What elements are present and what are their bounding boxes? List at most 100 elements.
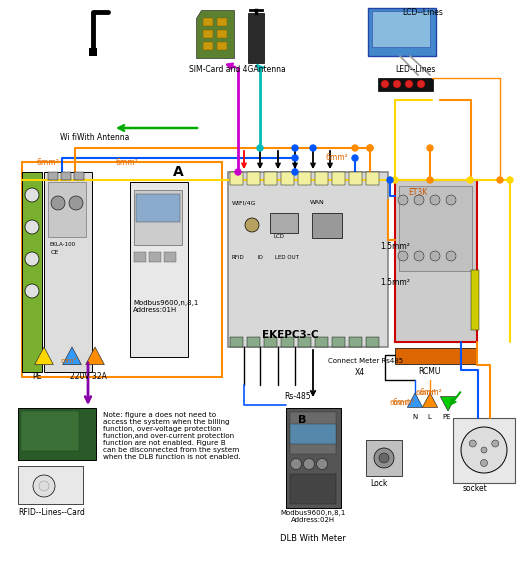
Bar — [230, 172, 243, 185]
Circle shape — [235, 169, 241, 175]
Circle shape — [292, 155, 298, 161]
Circle shape — [414, 195, 424, 205]
Text: 6mm²: 6mm² — [36, 158, 59, 167]
Circle shape — [303, 458, 314, 470]
Text: PE: PE — [32, 372, 42, 381]
Bar — [217, 42, 227, 50]
Circle shape — [33, 475, 55, 497]
Circle shape — [51, 196, 65, 210]
Circle shape — [25, 252, 39, 266]
Circle shape — [492, 440, 499, 447]
Circle shape — [461, 427, 507, 473]
Polygon shape — [86, 347, 104, 365]
Circle shape — [446, 251, 456, 261]
Bar — [471, 270, 479, 330]
Bar — [281, 337, 294, 347]
Bar — [248, 13, 264, 63]
Text: PE: PE — [442, 414, 450, 420]
Text: 6mm²: 6mm² — [326, 153, 349, 162]
Bar — [61, 172, 71, 180]
Polygon shape — [422, 393, 437, 407]
Bar — [134, 190, 182, 245]
Bar — [247, 337, 260, 347]
Bar — [228, 172, 388, 347]
Circle shape — [414, 251, 424, 261]
Bar — [372, 11, 430, 47]
Text: Modbus9600,n,8,1
Address:02H: Modbus9600,n,8,1 Address:02H — [280, 510, 346, 523]
Bar — [48, 172, 58, 180]
Bar — [44, 172, 92, 372]
Text: B: B — [298, 415, 306, 425]
Text: 1.5mm²: 1.5mm² — [380, 278, 410, 287]
Text: EKLA-100: EKLA-100 — [49, 242, 75, 247]
Text: IO: IO — [258, 255, 264, 260]
Circle shape — [292, 145, 298, 151]
Bar — [136, 194, 180, 222]
Text: socket: socket — [463, 484, 488, 493]
Circle shape — [352, 155, 358, 161]
Text: Connect Meter Rs485: Connect Meter Rs485 — [328, 358, 403, 364]
Bar — [203, 18, 213, 26]
Bar — [149, 252, 161, 262]
Text: WIFI/4G: WIFI/4G — [232, 200, 256, 205]
Bar — [74, 172, 84, 180]
Bar — [315, 172, 328, 185]
Circle shape — [25, 284, 39, 298]
Text: SIM-Card and 4GAntenna: SIM-Card and 4GAntenna — [189, 65, 286, 74]
Text: 6mm²: 6mm² — [416, 390, 437, 396]
Text: LCD: LCD — [274, 234, 285, 239]
Bar — [399, 186, 472, 271]
Text: 6mm²: 6mm² — [390, 400, 411, 406]
Bar — [230, 337, 243, 347]
Text: Note: figure a does not need to
access the system when the billing
function, ove: Note: figure a does not need to access t… — [103, 412, 241, 460]
Text: LCD--Lines: LCD--Lines — [402, 8, 443, 17]
Bar — [349, 172, 362, 185]
Bar — [203, 42, 213, 50]
Bar — [366, 337, 379, 347]
Bar — [366, 440, 402, 476]
Circle shape — [69, 196, 83, 210]
Bar — [22, 172, 42, 372]
Circle shape — [446, 195, 456, 205]
Polygon shape — [196, 10, 234, 58]
Circle shape — [257, 145, 263, 151]
Text: A: A — [173, 165, 184, 179]
Bar — [298, 172, 311, 185]
Text: RFID--Lines--Card: RFID--Lines--Card — [18, 508, 85, 517]
Bar — [22, 162, 222, 377]
Circle shape — [392, 177, 398, 183]
Circle shape — [427, 145, 433, 151]
Circle shape — [469, 440, 476, 447]
Text: ET3K: ET3K — [408, 188, 427, 197]
Bar — [130, 182, 188, 357]
Circle shape — [398, 251, 408, 261]
Circle shape — [316, 458, 327, 470]
Polygon shape — [441, 396, 456, 411]
Circle shape — [480, 460, 488, 466]
Bar — [290, 412, 336, 454]
Bar — [298, 337, 311, 347]
Circle shape — [25, 220, 39, 234]
Text: mm²: mm² — [60, 358, 76, 364]
Bar — [217, 18, 227, 26]
Bar — [332, 172, 345, 185]
Circle shape — [481, 447, 487, 453]
Bar — [395, 348, 477, 364]
Circle shape — [374, 448, 394, 468]
Text: RFID: RFID — [232, 255, 245, 260]
Bar — [349, 337, 362, 347]
Bar — [395, 180, 477, 342]
Circle shape — [379, 453, 389, 463]
Circle shape — [427, 177, 433, 183]
Text: DLB With Meter: DLB With Meter — [280, 534, 346, 543]
Circle shape — [25, 188, 39, 202]
Circle shape — [367, 145, 373, 151]
Circle shape — [430, 195, 440, 205]
Circle shape — [310, 145, 316, 151]
Text: LED OUT: LED OUT — [275, 255, 299, 260]
Text: X4: X4 — [355, 368, 365, 377]
Bar — [312, 213, 342, 238]
Bar — [217, 30, 227, 38]
Bar — [203, 30, 213, 38]
Text: LED--Lines: LED--Lines — [395, 65, 435, 74]
